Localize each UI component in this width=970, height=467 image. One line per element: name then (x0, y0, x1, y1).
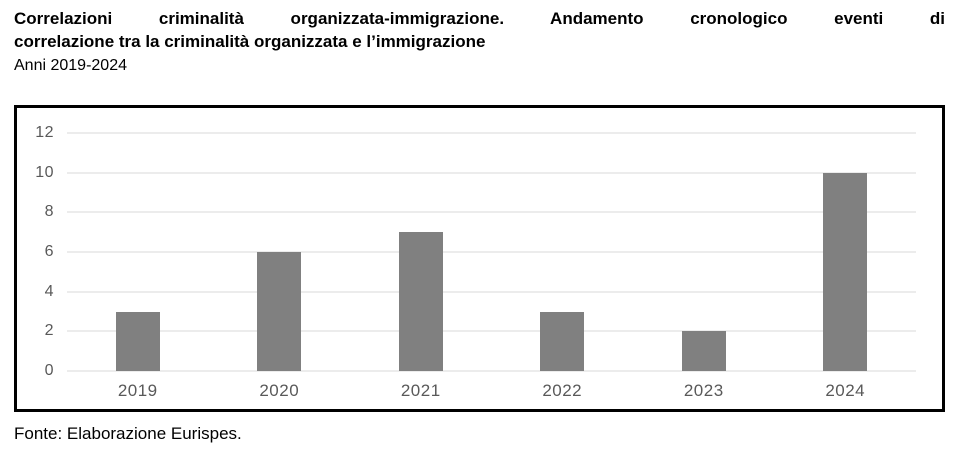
bar-2022 (540, 311, 585, 371)
x-axis-label-2024: 2024 (825, 381, 866, 400)
x-axis-label-2020: 2020 (259, 381, 300, 400)
y-axis-tick-label: 12 (35, 124, 54, 141)
bar-2023 (681, 331, 726, 371)
gridline (67, 330, 916, 332)
gridline (67, 370, 916, 372)
chart-title-line2: correlazione tra la criminalità organizz… (14, 32, 486, 51)
bar-2019 (115, 311, 160, 371)
gridline (67, 211, 916, 213)
chart-title-line1: Correlazioni criminalità organizzata-imm… (14, 9, 945, 28)
x-axis-label-2019: 2019 (117, 381, 158, 400)
x-axis-label-2023: 2023 (683, 381, 724, 400)
x-axis-label-2021: 2021 (400, 381, 441, 400)
y-axis-tick-label: 8 (44, 203, 54, 221)
gridline (67, 172, 916, 174)
source-note: Fonte: Elaborazione Eurispes. (14, 424, 242, 443)
plot-area: 0 2 4 6 8 10 12 2019 2020 2021 2022 2023 2024 (35, 124, 916, 400)
y-axis-tick-label: 10 (35, 163, 54, 181)
chart-title-block: Correlazioni criminalità organizzata-imm… (14, 7, 945, 77)
chart-subtitle-years: Anni 2019-2024 (14, 57, 127, 74)
x-axis-label-2022: 2022 (542, 381, 583, 400)
gridline (67, 291, 916, 293)
bar-2024 (823, 172, 868, 371)
y-axis-tick-label: 6 (44, 243, 54, 260)
gridline (67, 132, 916, 134)
gridline (67, 251, 916, 253)
bar-2021 (398, 232, 443, 371)
y-axis-tick-label: 4 (44, 282, 54, 300)
y-axis-tick-label: 0 (44, 362, 54, 379)
y-axis-tick-label: 2 (44, 322, 54, 340)
chart-frame: 0 2 4 6 8 10 12 2019 2020 2021 2022 2023 2024 (14, 105, 945, 412)
bar-2020 (257, 252, 302, 371)
